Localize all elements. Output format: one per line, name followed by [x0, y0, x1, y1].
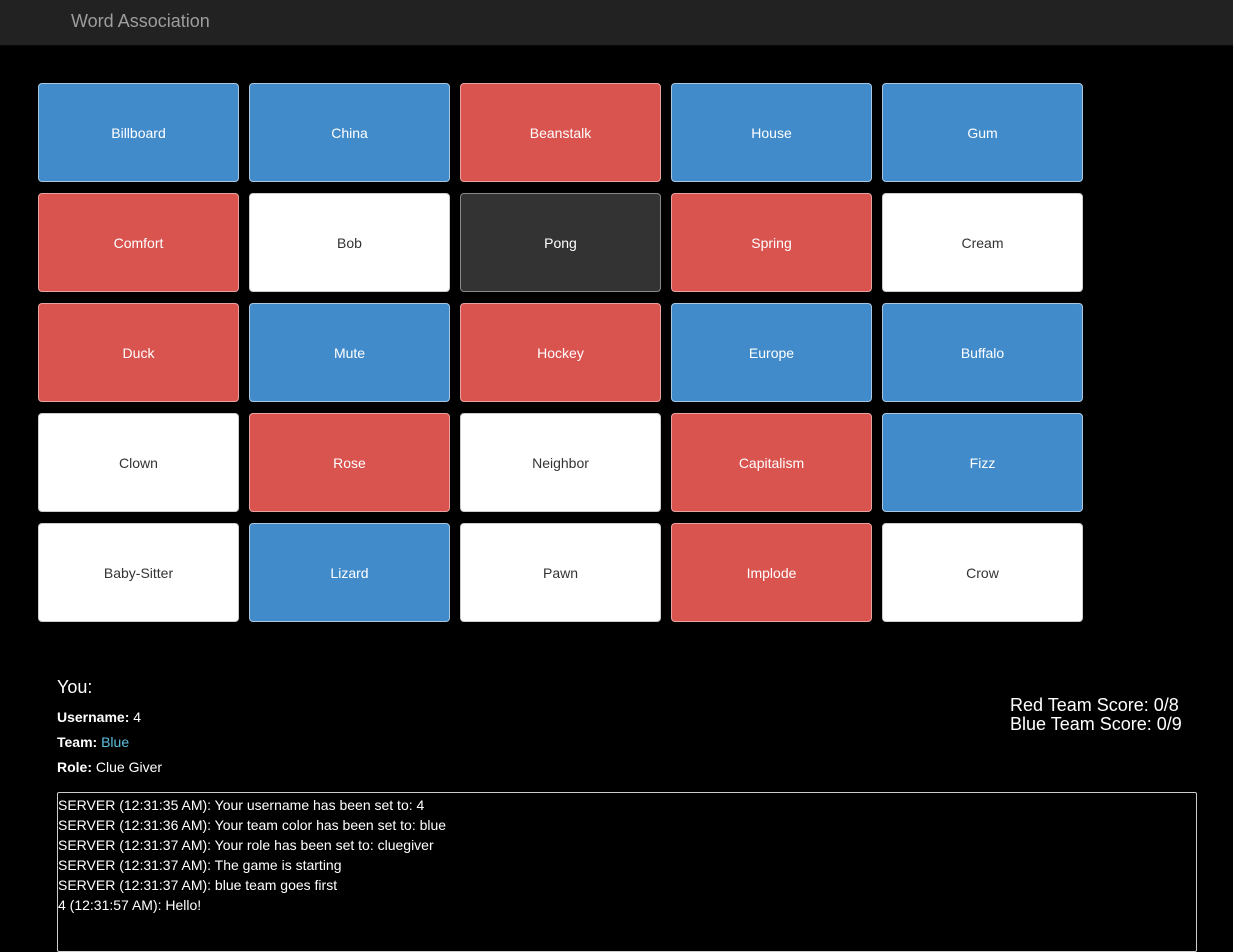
word-card[interactable]: Gum [882, 83, 1083, 182]
team-value: Blue [101, 734, 130, 750]
word-card[interactable]: Capitalism [671, 413, 872, 512]
word-card[interactable]: Pawn [460, 523, 661, 622]
word-card[interactable]: Lizard [249, 523, 450, 622]
word-card[interactable]: China [249, 83, 450, 182]
username-value: 4 [133, 709, 142, 725]
app-title[interactable]: Word Association [71, 11, 210, 31]
word-card[interactable]: Hockey [460, 303, 661, 402]
word-card[interactable]: Cream [882, 193, 1083, 292]
word-card[interactable]: Bob [249, 193, 450, 292]
word-card[interactable]: Buffalo [882, 303, 1083, 402]
red-team-score: Red Team Score: 0/8 [1010, 695, 1179, 715]
word-card[interactable]: Europe [671, 303, 872, 402]
word-card[interactable]: Fizz [882, 413, 1083, 512]
word-board: Billboard China Beanstalk House Gum Comf… [38, 83, 1083, 622]
word-card[interactable]: Clown [38, 413, 239, 512]
chat-message: SERVER (12:31:37 AM): Your role has been… [58, 837, 434, 853]
team-label: Team: [57, 734, 98, 750]
word-card[interactable]: Implode [671, 523, 872, 622]
word-card[interactable]: Rose [249, 413, 450, 512]
score-panel: Red Team Score: 0/8 Blue Team Score: 0/9 [1010, 696, 1182, 734]
navbar: Word Association [0, 0, 1233, 46]
word-card[interactable]: Duck [38, 303, 239, 402]
chat-message: SERVER (12:31:35 AM): Your username has … [58, 797, 425, 813]
chat-message: SERVER (12:31:37 AM): blue team goes fir… [58, 877, 338, 893]
word-card[interactable]: Comfort [38, 193, 239, 292]
role-label: Role: [57, 759, 92, 775]
blue-team-score: Blue Team Score: 0/9 [1010, 714, 1182, 734]
word-card[interactable]: Neighbor [460, 413, 661, 512]
player-heading: You: [57, 677, 93, 697]
word-card[interactable]: Spring [671, 193, 872, 292]
word-card[interactable]: Crow [882, 523, 1083, 622]
chat-log[interactable]: SERVER (12:31:35 AM): Your username has … [57, 792, 1197, 952]
team-info: Team: Blue [57, 734, 129, 750]
word-card[interactable]: House [671, 83, 872, 182]
word-card[interactable]: Pong [460, 193, 661, 292]
role-info: Role: Clue Giver [57, 759, 162, 775]
chat-message: SERVER (12:31:36 AM): Your team color ha… [58, 817, 447, 833]
chat-message: 4 (12:31:57 AM): Hello! [58, 897, 202, 913]
word-card[interactable]: Beanstalk [460, 83, 661, 182]
word-card[interactable]: Mute [249, 303, 450, 402]
word-card[interactable]: Baby-Sitter [38, 523, 239, 622]
chat-message: SERVER (12:31:37 AM): The game is starti… [58, 857, 342, 873]
role-value: Clue Giver [95, 759, 163, 775]
username-info: Username: 4 [57, 709, 141, 725]
word-card[interactable]: Billboard [38, 83, 239, 182]
username-label: Username: [57, 709, 130, 725]
